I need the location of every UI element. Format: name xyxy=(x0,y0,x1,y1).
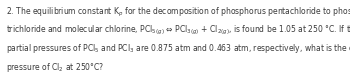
Text: pressure of Cl$_2$ at 250°C?: pressure of Cl$_2$ at 250°C? xyxy=(6,61,105,74)
Text: trichloride and molecular chlorine, PCl$_5$$_{(g)}$ ⇔ PCl$_3$$_{(g)}$ + Cl$_2$$_: trichloride and molecular chlorine, PCl$… xyxy=(6,24,350,37)
Text: 2. The equilibrium constant K$_p$ for the decomposition of phosphorus pentachlor: 2. The equilibrium constant K$_p$ for th… xyxy=(6,6,350,19)
Text: partial pressures of PCl$_5$ and PCl$_3$ are 0.875 atm and 0.463 atm, respective: partial pressures of PCl$_5$ and PCl$_3$… xyxy=(6,42,350,55)
